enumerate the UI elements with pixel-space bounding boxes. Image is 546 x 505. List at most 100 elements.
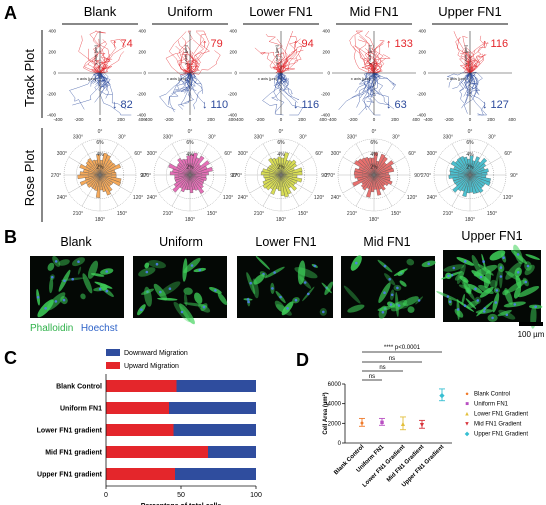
sig-label: **** p<0.0001 <box>384 345 421 351</box>
rose-angle-label: 60° <box>408 151 416 157</box>
rose-angle-label: 330° <box>73 135 83 141</box>
downward-track <box>371 72 377 81</box>
upward-track <box>269 53 284 74</box>
rose-spoke <box>189 156 222 176</box>
upward-track <box>189 50 221 75</box>
bar-x-label: Percentage of total cells <box>141 503 222 505</box>
track-y-label: y axis [µm] <box>93 45 98 64</box>
rose-radial-label: 2% <box>370 164 378 170</box>
track-y-label: y axis [µm] <box>274 45 279 64</box>
rose-angle-label: 60° <box>134 151 142 157</box>
cell <box>483 270 492 289</box>
cell <box>183 287 193 295</box>
rose-spoke <box>158 156 191 176</box>
cell <box>477 263 494 276</box>
row-label-track: Track Plot <box>22 49 37 107</box>
rose-angle-label: 30° <box>118 135 126 141</box>
rose-sector <box>373 174 391 181</box>
cell <box>494 267 500 291</box>
rose-spoke <box>81 174 101 207</box>
rose-plot: 90° 60° 30° 0° 330° 300° 270° 240° 210° 180° 150° 1… <box>421 129 518 223</box>
legend-label: Blank Control <box>474 392 510 398</box>
track-y-tick: -400 <box>321 113 331 118</box>
panel-letter-b: B <box>4 227 17 247</box>
nucleus <box>446 295 450 298</box>
cell <box>343 285 361 304</box>
track-y-tick: 400 <box>138 29 146 34</box>
rose-sector <box>280 174 297 191</box>
condition-title: Lower FN1 <box>249 4 313 19</box>
rose-angle-label: 240° <box>238 195 248 201</box>
upward-track <box>357 39 375 74</box>
rose-angle-label: 330° <box>347 135 357 141</box>
downward-track <box>465 72 473 93</box>
track-x-label: x axis [µm] <box>447 76 466 81</box>
downward-track <box>469 72 481 92</box>
upward-track <box>189 30 210 74</box>
bar-upward <box>106 380 177 392</box>
rose-angle-label: 180° <box>185 217 195 223</box>
upward-track <box>370 52 380 74</box>
rose-angle-label: 90° <box>510 173 518 179</box>
downward-track <box>465 72 486 116</box>
downward-track <box>99 72 111 99</box>
cell <box>183 302 208 307</box>
rose-spoke <box>342 156 375 176</box>
upward-count: ↑ 79 <box>202 38 223 50</box>
rose-spoke <box>171 174 191 207</box>
track-x-tick: -200 <box>164 117 174 122</box>
micrograph: Blank <box>30 235 124 318</box>
upward-track <box>354 30 383 74</box>
rose-radial-label: 4% <box>277 152 285 158</box>
data-point: ● <box>360 420 364 427</box>
track-y-tick: 400 <box>322 29 330 34</box>
rose-spoke <box>438 156 471 176</box>
legend-label: Lower FN1 Gradient <box>474 412 528 418</box>
cell <box>497 309 512 317</box>
cell <box>399 280 407 287</box>
rose-spoke <box>68 156 101 176</box>
rose-angle-label: 180° <box>369 217 379 223</box>
downward-track <box>463 72 471 97</box>
bar-downward <box>175 468 256 480</box>
rose-plot: 90° 60° 30° 0° 330° 300° 270° 240° 210° 180° 150° 1… <box>325 129 422 223</box>
legend-label: Upward Migration <box>124 363 179 370</box>
upward-track <box>187 45 199 74</box>
rose-angle-label: 30° <box>392 135 400 141</box>
nucleus <box>534 305 537 309</box>
bar-category-label: Lower FN1 gradient <box>37 428 103 435</box>
bar-downward <box>169 402 256 414</box>
micrograph-title: Lower FN1 <box>255 235 316 249</box>
upward-track <box>93 38 101 74</box>
nucleus <box>396 286 399 290</box>
upward-track <box>371 64 375 74</box>
rose-spoke <box>451 174 471 207</box>
nucleus <box>452 266 456 270</box>
scatter-y-tick: 0 <box>338 441 342 447</box>
track-x-tick: 400 <box>412 117 420 122</box>
nucleus <box>273 271 276 274</box>
downward-track <box>169 72 191 113</box>
track-y-tick: 400 <box>48 29 56 34</box>
cell <box>402 296 419 307</box>
rose-angle-label: 300° <box>57 151 67 157</box>
rose-angle-label: 150° <box>391 211 401 217</box>
cell <box>524 264 535 276</box>
track-x-tick: -400 <box>143 117 153 122</box>
track-x-tick: -400 <box>234 117 244 122</box>
nucleus <box>62 298 66 302</box>
rose-spoke <box>280 143 300 176</box>
downward-track <box>463 72 477 114</box>
rose-angle-label: 120° <box>503 195 513 201</box>
micrograph-title: Uniform <box>159 235 203 249</box>
nucleus <box>44 307 47 310</box>
downward-track <box>280 72 293 96</box>
cell <box>58 259 70 266</box>
nucleus <box>427 262 431 266</box>
cell <box>454 271 465 281</box>
upward-track <box>99 38 121 74</box>
track-x-tick: 400 <box>319 117 327 122</box>
